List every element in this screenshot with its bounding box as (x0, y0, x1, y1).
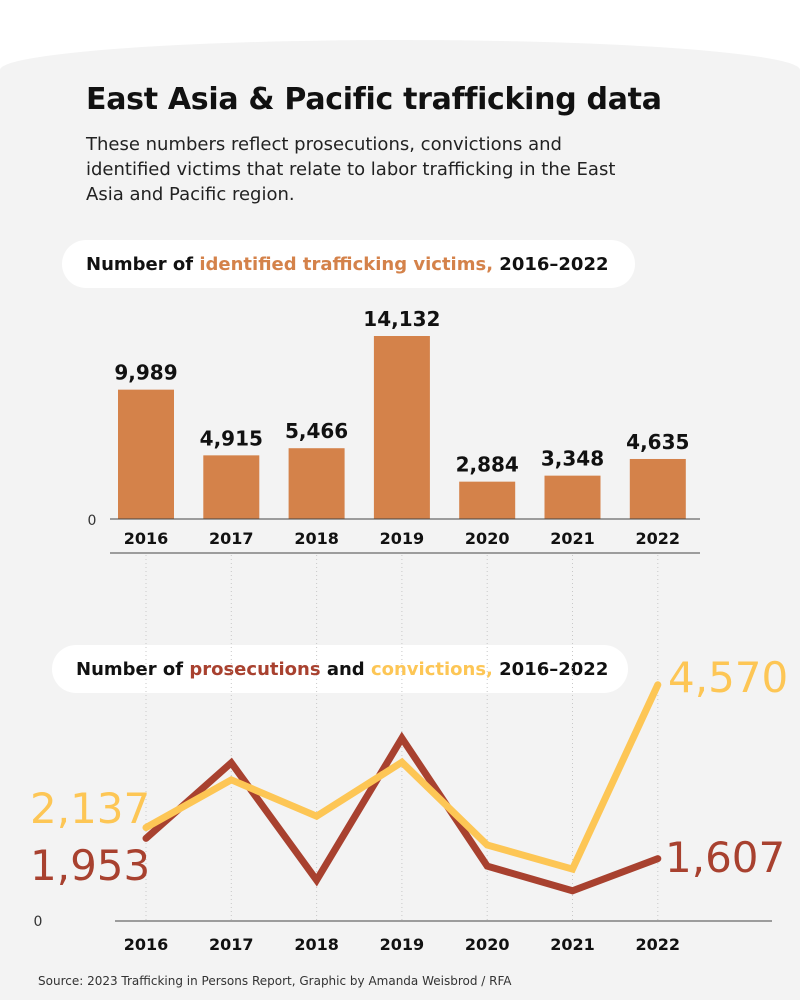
x-tick-label: 2022 (636, 529, 681, 548)
bar-value-label: 3,348 (541, 447, 604, 471)
bar-2018 (288, 448, 345, 519)
bar-value-label: 14,132 (363, 307, 440, 331)
x-tick-label: 2019 (380, 529, 425, 548)
bar-value-label: 4,635 (626, 430, 689, 454)
x-tick-label: 2020 (465, 529, 510, 548)
title-highlight-victims: identified trafficking victims, (199, 253, 494, 275)
bar-value-label: 2,884 (456, 453, 519, 477)
bar-value-label: 9,989 (114, 361, 177, 385)
background (0, 40, 800, 1000)
bar-2016 (118, 389, 174, 519)
bar-value-label: 4,915 (200, 426, 263, 450)
convictions-start-label: 2,137 (30, 784, 150, 833)
x-tick-label: 2017 (209, 529, 254, 548)
y-tick-label: 0 (88, 513, 97, 529)
title-text: and (320, 658, 371, 680)
bar-2019 (373, 336, 430, 519)
title-text: 2016–2022 (492, 658, 609, 680)
x-tick-label: 2016 (124, 529, 169, 548)
x-tick-label: 2022 (636, 935, 681, 954)
page-title: East Asia & Pacific trafficking data (86, 82, 662, 117)
bar-2022 (629, 458, 686, 519)
prosecutions-start-label: 1,953 (30, 841, 150, 890)
title-text: 2016–2022 (493, 253, 609, 275)
bar-chart-title: Number of identified trafficking victims… (62, 240, 635, 288)
x-tick-label: 2020 (465, 935, 510, 954)
bar-value-label: 5,466 (285, 419, 348, 443)
bar-2020 (459, 481, 516, 519)
title-highlight-prosecutions: prosecutions (189, 658, 321, 680)
y-tick-label: 0 (34, 914, 43, 930)
title-text: Number of (76, 658, 190, 680)
x-tick-label: 2021 (550, 935, 595, 954)
x-tick-label: 2021 (550, 529, 595, 548)
prosecutions-end-label: 1,607 (665, 833, 785, 882)
x-tick-label: 2019 (380, 935, 425, 954)
line-chart-title: Number of prosecutions and convictions, … (52, 645, 628, 693)
page-subtitle: These numbers reflect prosecutions, conv… (86, 134, 616, 205)
x-tick-label: 2016 (124, 935, 169, 954)
convictions-line (142, 681, 662, 874)
title-text: Number of (86, 253, 200, 275)
bar-2017 (203, 455, 260, 519)
source-note: Source: 2023 Trafficking in Persons Repo… (38, 974, 512, 988)
convictions-end-label: 4,570 (668, 653, 788, 702)
x-tick-label: 2017 (209, 935, 254, 954)
x-tick-label: 2018 (294, 935, 339, 954)
bar-2021 (544, 475, 601, 519)
x-tick-label: 2018 (294, 529, 339, 548)
